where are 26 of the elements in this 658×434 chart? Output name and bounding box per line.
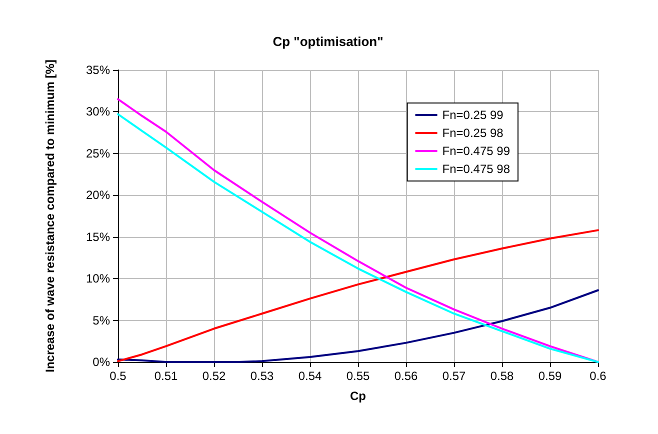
y-axis-title: Increase of wave resistance compared to minimum [%]: [43, 60, 57, 372]
y-tick-label: 25%: [86, 146, 110, 160]
legend-label: Fn=0.25 98: [442, 126, 504, 140]
x-axis-title: Cp: [350, 389, 366, 403]
legend-label: Fn=0.475 98: [442, 162, 510, 176]
y-tick-label: 35%: [86, 63, 110, 77]
legend-label: Fn=0.475 99: [442, 144, 510, 158]
x-tick-label: 0.55: [346, 369, 370, 383]
x-tick-label: 0.5: [110, 369, 127, 383]
y-tick-label: 30%: [86, 104, 110, 119]
x-tick-label: 0.54: [298, 369, 322, 383]
legend-label: Fn=0.25 99: [442, 108, 504, 122]
x-tick-label: 0.59: [538, 369, 562, 383]
x-tick-label: 0.6: [590, 369, 607, 383]
x-tick-label: 0.58: [490, 369, 514, 383]
y-tick-label: 0%: [92, 355, 110, 369]
x-tick-label: 0.51: [154, 369, 178, 383]
x-tick-label: 0.57: [442, 369, 466, 383]
x-tick-label: 0.53: [250, 369, 274, 383]
y-tick-label: 10%: [86, 272, 110, 286]
y-tick-label: 15%: [86, 230, 110, 244]
x-tick-label: 0.56: [394, 369, 418, 383]
chart-title: Cp "optimisation": [272, 34, 384, 49]
y-tick-label: 5%: [92, 313, 110, 328]
x-tick-label: 0.52: [202, 369, 226, 383]
y-tick-label: 20%: [86, 188, 110, 202]
